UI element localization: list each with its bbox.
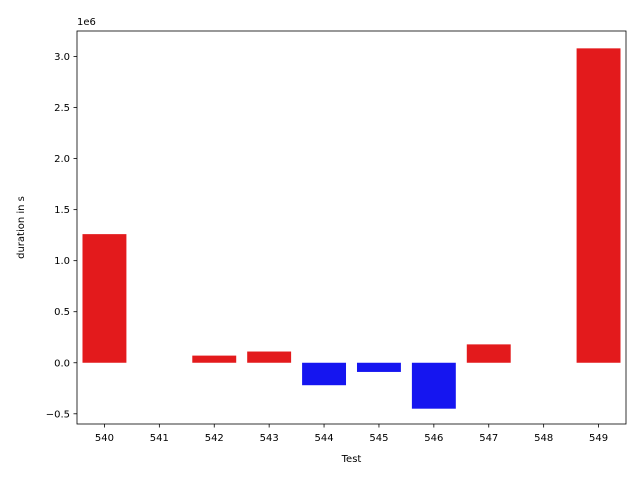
bar-547 bbox=[466, 344, 511, 363]
x-tick-label-545: 545 bbox=[369, 433, 388, 444]
x-tick-label-548: 548 bbox=[534, 433, 553, 444]
bar-542 bbox=[192, 355, 237, 363]
x-tick-label-542: 542 bbox=[205, 433, 224, 444]
bar-543 bbox=[247, 351, 292, 363]
y-offset-text: 1e6 bbox=[77, 17, 96, 28]
y-axis-label: duration in s bbox=[16, 196, 27, 259]
x-tick-label-543: 543 bbox=[260, 433, 279, 444]
y-tick-label: 1.5 bbox=[54, 205, 70, 216]
y-tick-label: 0.0 bbox=[54, 358, 70, 369]
y-tick-label: 2.5 bbox=[54, 103, 70, 114]
bar-540 bbox=[82, 234, 127, 363]
x-tick-label-549: 549 bbox=[589, 433, 608, 444]
y-tick-label: 2.0 bbox=[54, 154, 70, 165]
bar-544 bbox=[302, 362, 347, 386]
x-tick-label-541: 541 bbox=[150, 433, 169, 444]
bar-549 bbox=[576, 48, 621, 363]
x-axis-label: Test bbox=[341, 454, 362, 465]
bar-546 bbox=[411, 362, 456, 409]
x-tick-label-544: 544 bbox=[315, 433, 334, 444]
x-tick-label-547: 547 bbox=[479, 433, 498, 444]
x-tick-label-540: 540 bbox=[95, 433, 114, 444]
y-tick-label: −0.5 bbox=[46, 409, 70, 420]
plot-frame bbox=[76, 30, 627, 425]
y-axis: −0.5 0.0 0.5 1.0 1.5 2.0 2.5 3.0 bbox=[46, 52, 77, 420]
y-tick-label: 1.0 bbox=[54, 256, 70, 267]
y-tick-label: 3.0 bbox=[54, 52, 70, 63]
x-tick-label-546: 546 bbox=[424, 433, 443, 444]
bars-group bbox=[82, 48, 621, 409]
x-axis: 540 541 542 543 544 545 546 547 548 549 bbox=[95, 424, 608, 444]
y-tick-label: 0.5 bbox=[54, 307, 70, 318]
bar-545 bbox=[356, 362, 401, 372]
